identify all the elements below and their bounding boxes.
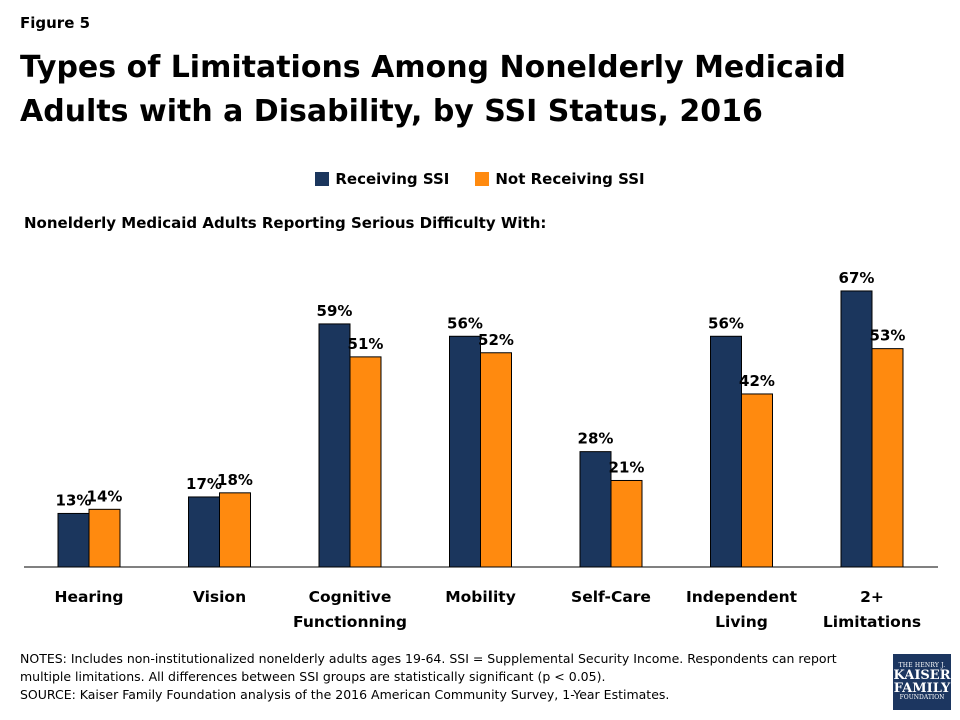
data-label-not-receiving-6: 53% — [870, 327, 906, 345]
legend-swatch-receiving — [315, 172, 330, 186]
figure-label: Figure 5 — [20, 14, 91, 32]
category-label-2-line-1: Functionning — [293, 613, 407, 631]
data-label-receiving-0: 13% — [56, 491, 92, 509]
bar-not-receiving-6 — [871, 348, 904, 568]
bar-not-receiving-5 — [741, 393, 773, 568]
bar-receiving-3 — [449, 335, 481, 568]
category-label-6-line-1: Limitations — [823, 613, 921, 631]
kff-logo: THE HENRY J. KAISER FAMILY FOUNDATION — [893, 654, 951, 710]
data-label-receiving-6: 67% — [839, 269, 875, 287]
data-label-not-receiving-5: 42% — [739, 372, 775, 390]
legend: Receiving SSI Not Receiving SSI — [0, 170, 960, 188]
category-label-6-line-0: 2+ — [860, 588, 884, 606]
data-label-not-receiving-0: 14% — [87, 487, 123, 505]
category-label-2-line-0: Cognitive — [309, 588, 392, 606]
logo-line-3: FAMILY — [893, 681, 951, 696]
data-label-not-receiving-3: 52% — [478, 331, 514, 349]
bar-receiving-4 — [579, 451, 612, 568]
category-label-5-line-1: Living — [715, 613, 768, 631]
category-label-3: Mobility — [445, 588, 516, 606]
data-label-receiving-2: 59% — [317, 302, 353, 320]
logo-line-2: KAISER — [893, 668, 951, 683]
data-label-receiving-5: 56% — [708, 314, 744, 332]
chart-subtitle: Nonelderly Medicaid Adults Reporting Ser… — [24, 214, 547, 232]
logo-line-4: FOUNDATION — [899, 694, 945, 701]
category-label-5-line-0: Independent — [686, 588, 798, 606]
bar-not-receiving-0 — [88, 508, 121, 568]
bar-receiving-2 — [318, 323, 351, 568]
bar-receiving-5 — [710, 335, 742, 568]
data-label-not-receiving-1: 18% — [217, 471, 253, 489]
logo-line-1: THE HENRY J. — [898, 662, 946, 669]
notes-line-3: SOURCE: Kaiser Family Foundation analysi… — [20, 687, 670, 702]
data-label-not-receiving-4: 21% — [609, 458, 645, 476]
bar-receiving-1 — [188, 496, 220, 568]
notes: NOTES: Includes non-institutionalized no… — [20, 650, 880, 704]
category-label-4: Self-Care — [571, 588, 651, 606]
bar-not-receiving-4 — [610, 479, 643, 568]
bar-not-receiving-1 — [219, 492, 251, 568]
bar-not-receiving-3 — [480, 352, 512, 568]
bar-receiving-0 — [57, 512, 90, 568]
notes-line-2: multiple limitations. All differences be… — [20, 669, 606, 684]
legend-label-receiving: Receiving SSI — [335, 170, 450, 188]
bar-receiving-6 — [840, 290, 873, 568]
category-label-1: Vision — [193, 588, 246, 606]
legend-label-not-receiving: Not Receiving SSI — [495, 170, 645, 188]
chart-title: Types of Limitations Among Nonelderly Me… — [20, 50, 846, 129]
notes-line-1: NOTES: Includes non-institutionalized no… — [20, 651, 837, 666]
data-label-receiving-1: 17% — [186, 475, 222, 493]
legend-item-not-receiving: Not Receiving SSI — [475, 170, 645, 188]
data-label-receiving-4: 28% — [578, 430, 614, 448]
data-label-receiving-3: 56% — [447, 314, 483, 332]
bar-not-receiving-2 — [349, 356, 382, 568]
legend-swatch-not-receiving — [475, 172, 490, 186]
legend-item-receiving: Receiving SSI — [315, 170, 449, 188]
category-label-0: Hearing — [54, 588, 123, 606]
data-label-not-receiving-2: 51% — [348, 335, 384, 353]
